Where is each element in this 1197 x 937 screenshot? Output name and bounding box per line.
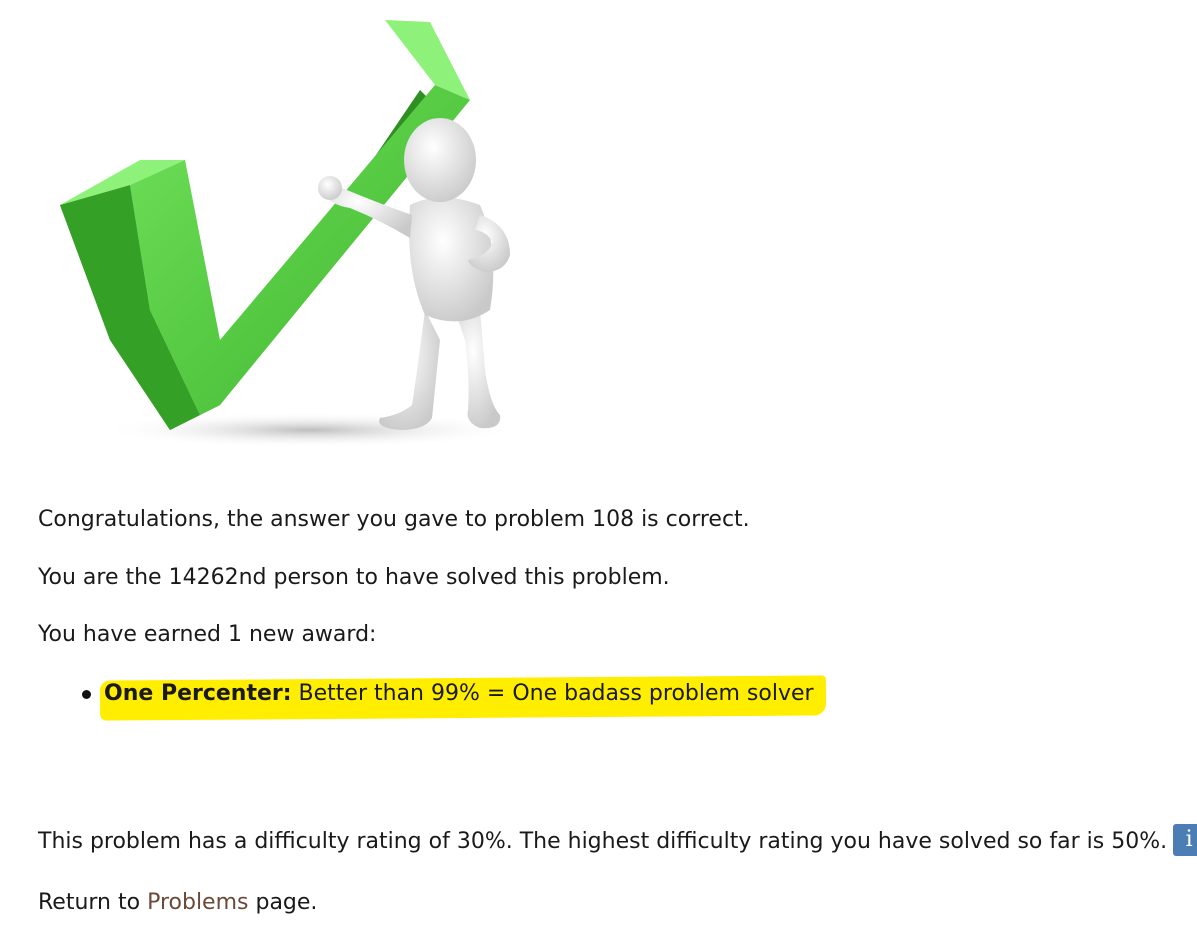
solver-suffix: person to have solved this problem. — [266, 565, 670, 590]
award-highlight: One Percenter: Better than 99% = One bad… — [104, 676, 820, 712]
bullet-icon — [82, 690, 91, 699]
solver-prefix: You are the — [38, 565, 169, 590]
difficulty-middle: . The highest difficulty rating you have… — [505, 829, 1112, 854]
awards-heading: You have earned 1 new award: — [38, 622, 377, 647]
award-list: One Percenter: Better than 99% = One bad… — [82, 676, 820, 712]
congrats-message: Congratulations, the answer you gave to … — [38, 505, 750, 535]
difficulty-message: This problem has a difficulty rating of … — [38, 824, 1197, 858]
difficulty-prefix: This problem has a difficulty rating of — [38, 829, 457, 854]
problem-number: 108 — [592, 507, 635, 532]
solver-rank-message: You are the 14262nd person to have solve… — [38, 563, 670, 593]
problems-link[interactable]: Problems — [147, 890, 249, 915]
hero-image — [40, 10, 540, 450]
congrats-suffix: is correct. — [634, 507, 750, 532]
award-name: One Percenter: — [104, 681, 292, 706]
checkmark-with-figure-icon — [60, 20, 520, 448]
solver-rank: 14262nd — [168, 565, 267, 590]
info-icon[interactable]: i — [1173, 824, 1197, 856]
highest-difficulty-rating: 50% — [1111, 829, 1161, 854]
award-item: One Percenter: Better than 99% = One bad… — [82, 676, 820, 712]
difficulty-suffix: . — [1160, 829, 1168, 854]
return-suffix: page. — [248, 890, 318, 915]
return-prefix: Return to — [38, 890, 148, 915]
problem-difficulty-rating: 30% — [456, 829, 506, 854]
congrats-prefix: Congratulations, the answer you gave to … — [38, 507, 593, 532]
return-message: Return to Problems page. — [38, 888, 317, 918]
award-description: Better than 99% = One badass problem sol… — [291, 681, 814, 706]
